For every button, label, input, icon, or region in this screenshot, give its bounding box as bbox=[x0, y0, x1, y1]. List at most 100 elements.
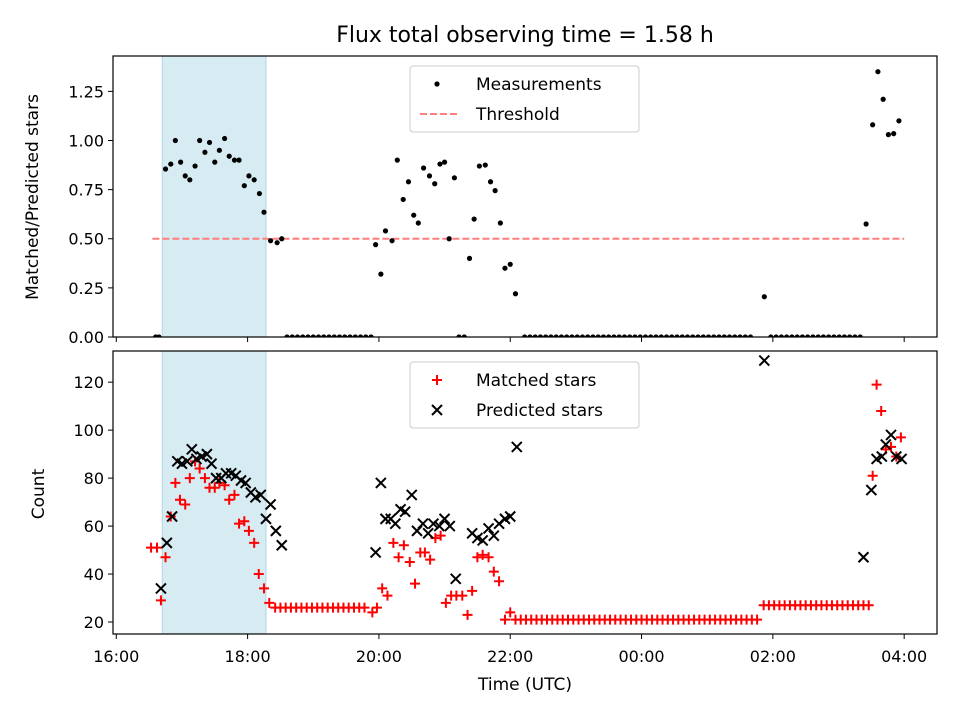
data-point bbox=[226, 153, 232, 159]
data-point bbox=[456, 334, 462, 337]
data-point bbox=[182, 173, 188, 179]
data-point bbox=[472, 552, 483, 563]
data-point bbox=[419, 547, 430, 558]
data-point bbox=[270, 525, 282, 537]
bottom-ytick-label: 20 bbox=[84, 613, 104, 632]
data-point bbox=[867, 470, 878, 481]
data-point bbox=[600, 334, 607, 337]
data-point bbox=[896, 118, 902, 124]
data-point bbox=[648, 334, 654, 337]
data-point bbox=[895, 453, 908, 465]
bottom-ytick-label: 60 bbox=[84, 517, 104, 536]
data-point bbox=[711, 334, 717, 337]
bottom-ytick-label: 120 bbox=[73, 373, 104, 392]
data-point bbox=[406, 489, 418, 501]
data-point bbox=[260, 513, 272, 525]
data-point bbox=[205, 458, 218, 470]
data-point bbox=[440, 597, 451, 608]
data-point bbox=[178, 159, 184, 165]
data-point bbox=[606, 334, 612, 337]
data-point bbox=[255, 489, 267, 501]
data-point bbox=[773, 334, 779, 337]
data-point bbox=[279, 236, 285, 242]
data-point bbox=[502, 265, 508, 271]
data-point bbox=[558, 334, 565, 337]
data-point bbox=[700, 334, 706, 337]
data-point bbox=[410, 578, 421, 589]
data-point bbox=[241, 183, 247, 189]
data-point bbox=[264, 597, 275, 608]
xtick-label: 00:00 bbox=[618, 647, 664, 666]
data-point bbox=[155, 595, 166, 606]
data-point bbox=[194, 463, 205, 474]
top-plot-area bbox=[152, 56, 905, 337]
top-ytick-label: 0.75 bbox=[68, 181, 104, 200]
legend-x-marker bbox=[431, 404, 443, 416]
data-point bbox=[398, 540, 409, 551]
data-point bbox=[726, 334, 733, 337]
data-point bbox=[732, 334, 738, 337]
data-point bbox=[810, 334, 816, 337]
data-point bbox=[527, 334, 533, 337]
bottom-axes-frame bbox=[112, 350, 938, 635]
data-point bbox=[579, 334, 586, 337]
data-point bbox=[168, 161, 174, 167]
data-point bbox=[186, 443, 198, 456]
data-point bbox=[259, 583, 270, 594]
data-point bbox=[305, 334, 311, 337]
data-point bbox=[880, 438, 892, 451]
top-observing-span bbox=[161, 56, 267, 337]
data-point bbox=[488, 529, 500, 542]
data-point bbox=[212, 159, 218, 165]
data-point bbox=[674, 334, 680, 337]
bottom-ytick-label: 40 bbox=[84, 565, 104, 584]
data-point bbox=[446, 236, 452, 242]
data-point bbox=[462, 609, 473, 620]
data-point bbox=[192, 163, 198, 169]
data-point bbox=[336, 334, 343, 337]
data-point bbox=[451, 175, 458, 181]
data-point bbox=[876, 405, 887, 416]
data-point bbox=[805, 334, 811, 337]
data-point bbox=[352, 334, 358, 337]
data-point bbox=[435, 530, 446, 541]
top-axes-frame bbox=[112, 55, 938, 338]
data-point bbox=[789, 334, 795, 337]
data-point bbox=[427, 517, 440, 530]
legend-label: Measurements bbox=[476, 75, 602, 95]
data-point bbox=[239, 477, 252, 489]
data-point bbox=[891, 131, 897, 137]
data-point bbox=[357, 334, 364, 337]
data-point bbox=[229, 489, 240, 500]
data-point bbox=[871, 379, 882, 390]
top-ytick-label: 0.50 bbox=[68, 230, 104, 249]
xtick-label: 04:00 bbox=[881, 647, 927, 666]
data-point bbox=[382, 228, 389, 234]
data-point bbox=[239, 516, 250, 527]
data-point bbox=[274, 240, 280, 246]
data-point bbox=[367, 607, 378, 618]
data-point bbox=[180, 499, 191, 510]
data-point bbox=[487, 179, 494, 185]
data-point bbox=[863, 600, 874, 611]
data-point bbox=[155, 582, 167, 595]
data-point bbox=[737, 334, 743, 337]
data-point bbox=[405, 179, 412, 185]
data-point bbox=[471, 216, 477, 222]
data-point bbox=[432, 181, 438, 187]
data-point bbox=[206, 139, 213, 146]
data-point bbox=[321, 334, 327, 337]
data-point bbox=[441, 159, 448, 165]
data-point bbox=[553, 334, 559, 337]
xtick-label: 18:00 bbox=[225, 647, 271, 666]
data-point bbox=[461, 334, 467, 337]
data-point bbox=[437, 161, 443, 167]
legend-label: Predicted stars bbox=[476, 401, 603, 421]
data-point bbox=[284, 334, 290, 337]
data-point bbox=[637, 334, 643, 337]
top-ytick-label: 1.00 bbox=[68, 131, 104, 150]
data-point bbox=[880, 96, 886, 102]
data-point bbox=[378, 271, 384, 277]
data-point bbox=[505, 607, 516, 618]
bottom-chart-ylabel: Count bbox=[29, 468, 49, 519]
